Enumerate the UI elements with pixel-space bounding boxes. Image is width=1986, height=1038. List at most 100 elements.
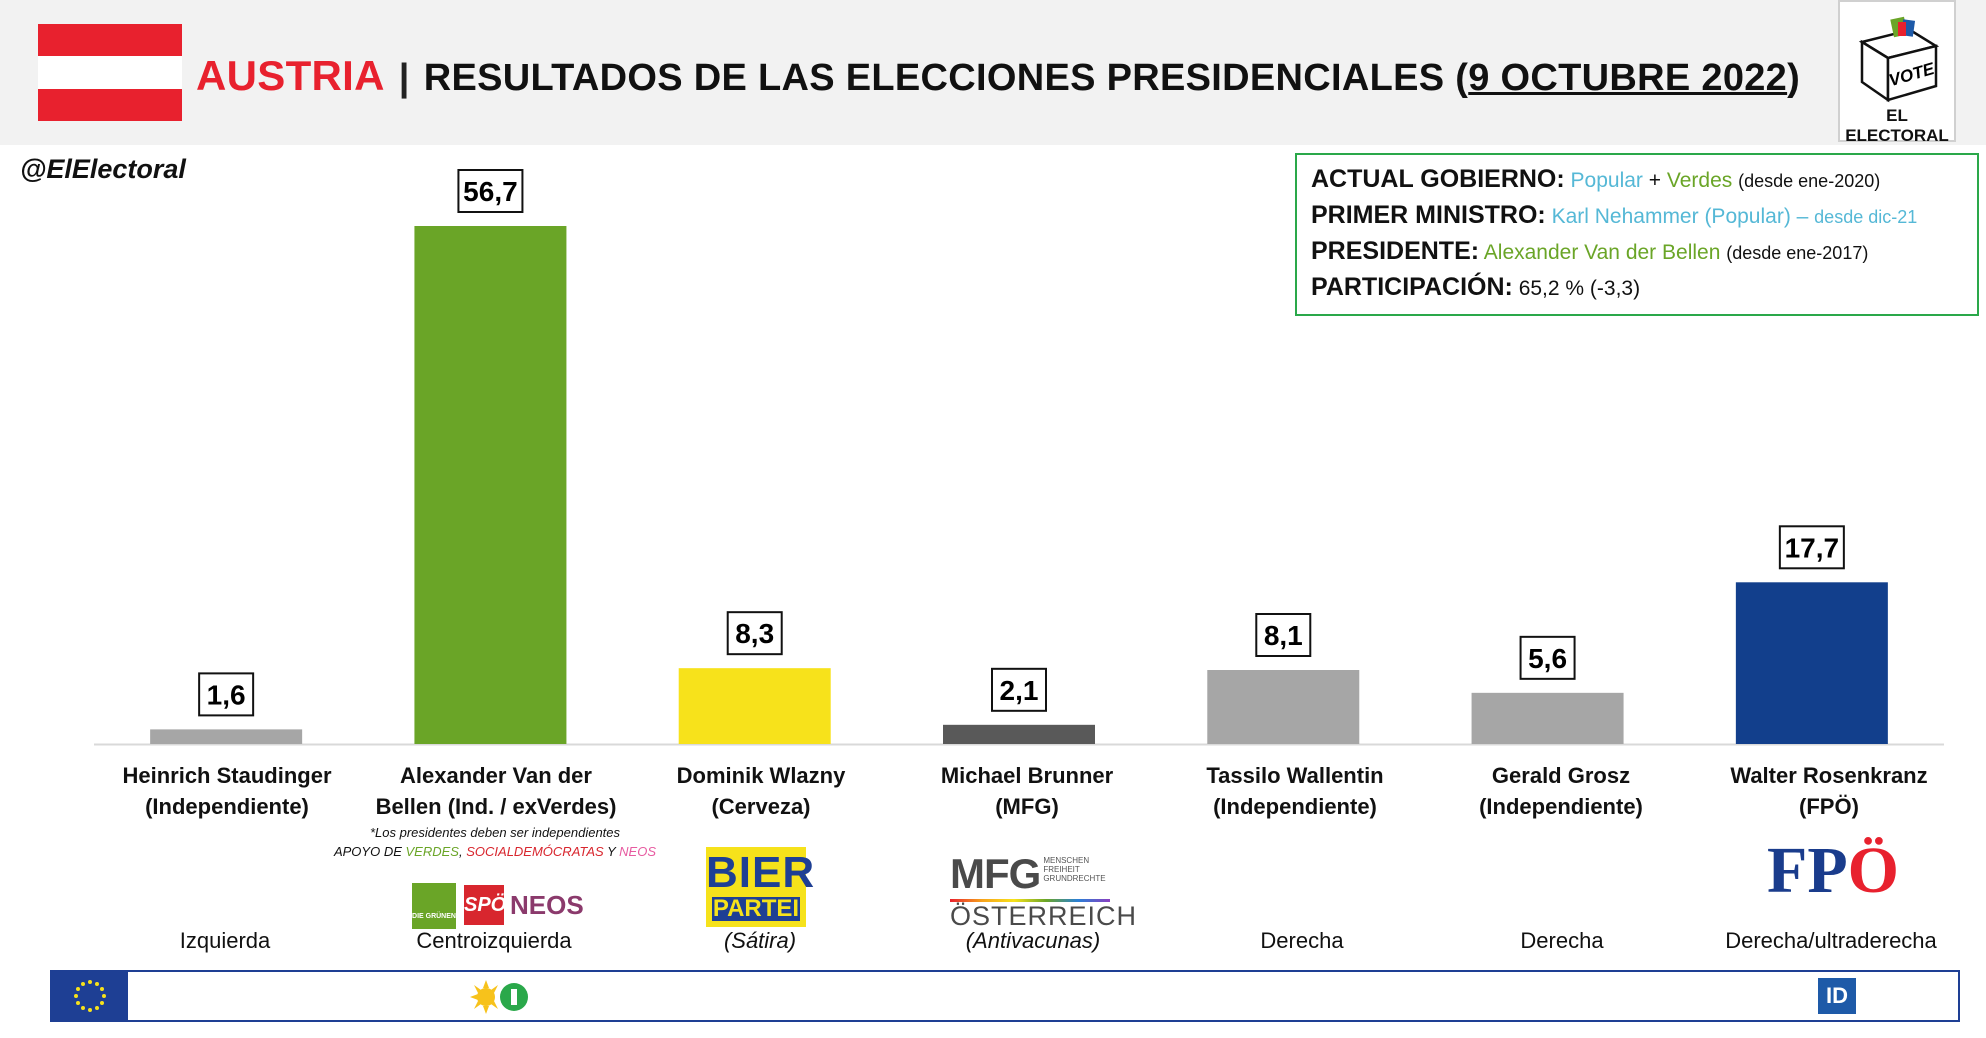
eu-affiliation-band (50, 970, 1960, 1022)
title-country: AUSTRIA (196, 52, 385, 99)
ideology-2: (Sátira) (723, 928, 797, 953)
die-gruenen-logo: DIE GRÜNEN (412, 883, 456, 929)
ballot-box-icon: VOTE (1858, 16, 1940, 103)
candidate-name-4: Tassilo Wallentin (1206, 763, 1384, 788)
gobierno-label: ACTUAL GOBIERNO: (1311, 165, 1565, 193)
logo-name: EL ELECTORAL (1845, 106, 1949, 145)
note-comma: , (458, 844, 463, 859)
candidate-name-3: Michael Brunner (940, 763, 1114, 788)
candidate-label-1: Alexander Van der Bellen (Ind. / exVerdes… (362, 760, 630, 822)
mfg-color-bar (950, 899, 1110, 902)
mfg-subtitle: MENSCHEN FREIHEIT GRUNDRECHTE (1043, 856, 1106, 883)
eu-flag-icon (52, 972, 128, 1020)
independence-note: *Los presidentes deben ser independiente… (315, 823, 675, 861)
note-line-2: APOYO DE VERDES, SOCIALDEMÓCRATAS Y NEOS (315, 842, 675, 861)
bierpartei-logo: BIER PARTEI (706, 847, 816, 927)
note-y: Y (607, 844, 616, 859)
info-primer-ministro: PRIMER MINISTRO: Karl Nehammer (Popular)… (1311, 201, 1963, 237)
value-label-box-1 (457, 169, 524, 213)
bar-5 (1471, 692, 1624, 744)
candidate-label-4: Tassilo Wallentin (Independiente) (1170, 760, 1420, 822)
mfg-text: MFG (950, 850, 1041, 897)
el-electoral-logo: VOTE EL ELECTORAL (1838, 0, 1956, 145)
candidate-label-0: Heinrich Staudinger (Independiente) (102, 760, 352, 822)
candidate-label-6: Walter Rosenkranz (FPÖ) (1704, 760, 1954, 822)
value-label-box-3 (991, 667, 1047, 712)
candidate-name-6: Walter Rosenkranz (1730, 763, 1928, 788)
value-label-6: 17,7 (1785, 532, 1840, 563)
value-label-box-0 (198, 672, 255, 717)
bar-1 (414, 226, 567, 744)
bar-4 (1207, 670, 1360, 744)
value-label-box-4 (1255, 613, 1312, 657)
value-label-5: 5,6 (1528, 643, 1567, 674)
part-value: 65,2 % (-3,3) (1518, 277, 1641, 300)
neos-logo: NEOS (510, 890, 584, 920)
bar-chart: 1,6 56,7 8,3 2,1 8,1 5,6 17,7 (94, 169, 1944, 746)
fpo-logo: FPÖ (1758, 836, 1908, 906)
header-band (0, 0, 1986, 145)
supporting-parties-logos: DIE GRÜNEN SPÖ NEOS (412, 883, 594, 931)
european-greens-icon (470, 980, 532, 1019)
ideology-0: Izquierda (179, 928, 271, 953)
bar-6 (1735, 582, 1888, 744)
bar-3 (943, 724, 1095, 744)
ideology-6: Derecha/ultraderecha (1725, 928, 1937, 953)
ideology-4: Derecha (1260, 928, 1344, 953)
value-label-box-6 (1778, 525, 1845, 570)
partei-text: PARTEI (712, 895, 800, 922)
mfg-logo: MFG MENSCHEN FREIHEIT GRUNDRECHTE ÖSTERREIC… (950, 850, 1136, 931)
ideology-5: Derecha (1520, 928, 1604, 953)
part-label: PARTICIPACIÓN: (1311, 273, 1513, 301)
candidate-name-2: Dominik Wlazny (676, 763, 846, 788)
fpo-fp: FP (1767, 834, 1848, 907)
bier-text: BIER (706, 848, 816, 897)
info-presidente: PRESIDENTE: Alexander Van der Bellen (de… (1311, 237, 1963, 273)
page-title: AUSTRIA | RESULTADOS DE LAS ELECCIONES PRE… (196, 52, 1800, 100)
title-date-open: ( (1455, 57, 1469, 99)
candidate-name-1: Alexander Van der (400, 763, 592, 788)
info-participacion: PARTICIPACIÓN: 65,2 % (-3,3) (1311, 273, 1963, 309)
value-label-4: 8,1 (1264, 620, 1303, 651)
bar-0 (150, 729, 303, 744)
info-box: ACTUAL GOBIERNO: Popular + Verdes (desde… (1295, 153, 1979, 316)
ideology-3: (Antivacunas) (965, 928, 1101, 953)
value-label-box-2 (726, 611, 783, 656)
value-label-1: 56,7 (463, 176, 518, 207)
ideology-1: Centroizquierda (416, 928, 572, 953)
fpo-o: Ö (1847, 834, 1899, 907)
value-label-3: 2,1 (1000, 675, 1039, 706)
candidate-label-5: Gerald Grosz (Independiente) (1436, 760, 1686, 822)
bar-2 (678, 668, 831, 744)
gobierno-since: (desde ene-2020) (1738, 171, 1881, 191)
value-label-2: 8,3 (735, 618, 774, 649)
value-label-box-5 (1519, 635, 1576, 680)
candidate-party-3: (MFG) (995, 794, 1059, 819)
candidate-party-0: (Independiente) (145, 794, 309, 819)
note-neos: NEOS (619, 844, 657, 859)
spo-logo: SPÖ (464, 885, 506, 925)
id-group-logo: ID (1818, 978, 1856, 1014)
candidate-label-2: Dominik Wlazny (Cerveza) (636, 760, 886, 822)
pm-value: Karl Nehammer (Popular) – (1551, 205, 1809, 228)
candidate-name-5: Gerald Grosz (1491, 763, 1631, 788)
candidate-name-0: Heinrich Staudinger (122, 763, 332, 788)
note-social: SOCIALDEMÓCRATAS (466, 844, 604, 859)
title-date: 9 OCTUBRE 2022 (1468, 57, 1788, 99)
info-gobierno: ACTUAL GOBIERNO: Popular + Verdes (desde… (1311, 165, 1963, 201)
gobierno-party-2: Verdes (1666, 169, 1733, 192)
gobierno-plus: + (1648, 169, 1662, 192)
pres-label: PRESIDENTE: (1311, 237, 1480, 265)
twitter-handle: @ElElectoral (20, 154, 186, 184)
austria-flag (38, 24, 182, 121)
mfg-osterreich: ÖSTERREICH (950, 901, 1138, 931)
candidate-party-1: Bellen (Ind. / exVerdes) (375, 794, 617, 819)
candidate-party-4: (Independiente) (1213, 794, 1377, 819)
pm-since: desde dic-21 (1814, 207, 1918, 227)
title-date-close: ) (1787, 57, 1801, 99)
note-line-1: *Los presidentes deben ser independiente… (369, 825, 621, 840)
note-verdes: VERDES (405, 844, 459, 859)
title-text: RESULTADOS DE LAS ELECCIONES PRESIDENCIA… (423, 57, 1445, 99)
pm-label: PRIMER MINISTRO: (1311, 201, 1546, 229)
candidate-label-3: Michael Brunner (MFG) (902, 760, 1152, 822)
